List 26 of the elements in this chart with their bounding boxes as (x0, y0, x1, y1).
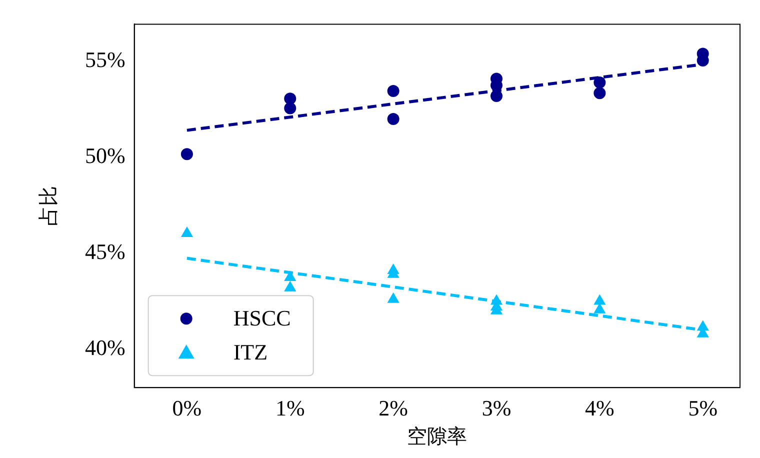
point (594, 87, 606, 100)
point (387, 84, 400, 97)
y-tick-label: 55% (85, 47, 126, 72)
point (387, 112, 400, 125)
point (387, 292, 400, 303)
x-tick-label: 4% (585, 396, 614, 421)
point (284, 280, 296, 292)
x-tick-label: 5% (688, 396, 718, 421)
legend-label: HSCC (233, 305, 291, 330)
x-tick-label: 1% (275, 396, 305, 421)
point (284, 270, 296, 281)
point (284, 102, 296, 114)
point (180, 148, 193, 160)
legend-label: ITZ (233, 339, 268, 364)
x-tick-label: 2% (378, 396, 408, 421)
point (284, 92, 296, 105)
point (594, 76, 606, 89)
x-tick-label: 3% (482, 396, 512, 421)
point (594, 294, 606, 305)
y-tick-label: 45% (85, 239, 126, 264)
x-tick-label: 0% (172, 396, 202, 421)
y-tick-label: 40% (85, 335, 126, 360)
point (180, 226, 194, 238)
x-axis-title: 空隙率 (407, 424, 468, 448)
y-axis-title: 占比 (36, 186, 60, 226)
y-tick-label: 50% (85, 143, 126, 168)
